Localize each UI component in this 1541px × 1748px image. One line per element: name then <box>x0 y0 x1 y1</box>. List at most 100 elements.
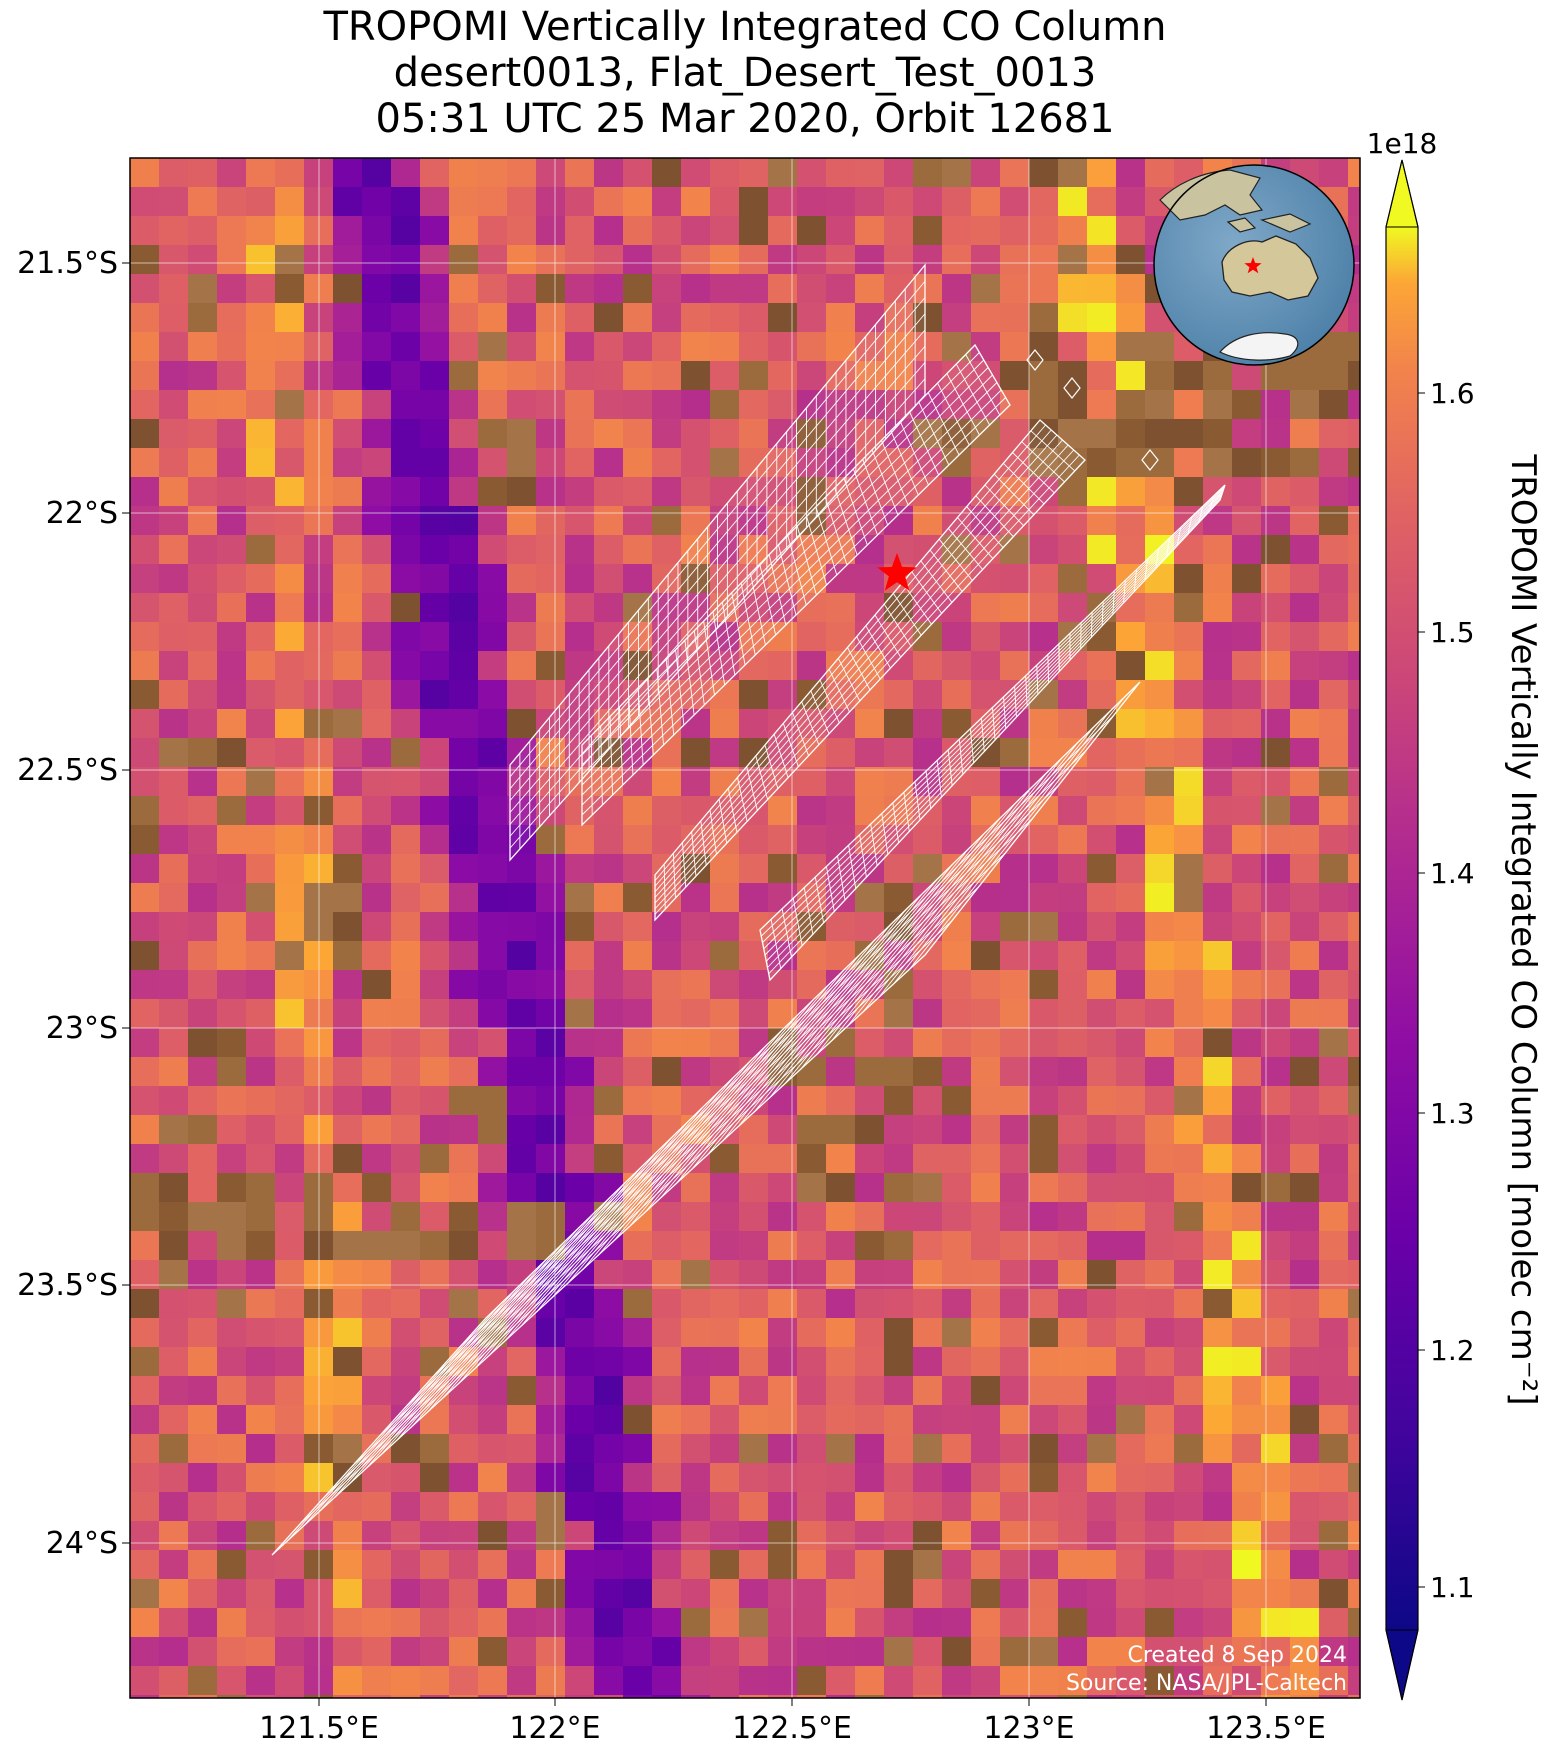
co-pixel <box>449 593 479 623</box>
co-pixel <box>797 1289 827 1319</box>
co-pixel <box>1174 1202 1204 1232</box>
co-pixel <box>1290 1173 1320 1203</box>
co-pixel <box>1203 1057 1233 1087</box>
co-pixel <box>1116 506 1146 536</box>
co-pixel <box>391 506 421 536</box>
co-pixel <box>1232 912 1262 942</box>
co-pixel <box>826 1376 856 1406</box>
co-pixel <box>536 1173 566 1203</box>
co-pixel <box>333 941 363 971</box>
co-pixel <box>681 999 711 1029</box>
co-pixel <box>565 158 595 188</box>
co-pixel <box>1116 1376 1146 1406</box>
co-pixel <box>1174 1028 1204 1058</box>
co-pixel <box>275 941 305 971</box>
co-pixel <box>507 1405 537 1435</box>
co-pixel <box>710 912 740 942</box>
co-pixel <box>536 332 566 362</box>
co-pixel <box>681 738 711 768</box>
co-pixel <box>1290 1231 1320 1261</box>
co-pixel <box>1232 1695 1262 1698</box>
co-pixel <box>449 825 479 855</box>
co-pixel <box>1174 622 1204 652</box>
co-pixel <box>1087 1405 1117 1435</box>
co-pixel <box>420 216 450 246</box>
co-pixel <box>623 941 653 971</box>
co-pixel <box>1087 1521 1117 1551</box>
co-pixel <box>1290 564 1320 594</box>
co-pixel <box>333 1115 363 1145</box>
co-pixel <box>478 825 508 855</box>
co-pixel <box>449 651 479 681</box>
co-pixel <box>1116 1318 1146 1348</box>
co-pixel <box>826 1144 856 1174</box>
co-pixel <box>507 883 537 913</box>
co-pixel <box>768 1666 798 1696</box>
co-pixel <box>768 1550 798 1580</box>
co-pixel <box>1174 1086 1204 1116</box>
co-pixel <box>768 1463 798 1493</box>
co-pixel <box>1087 390 1117 420</box>
co-pixel <box>739 1695 769 1698</box>
co-pixel <box>565 825 595 855</box>
co-pixel <box>536 709 566 739</box>
co-pixel <box>1058 651 1088 681</box>
co-pixel <box>710 1492 740 1522</box>
co-pixel <box>1145 970 1175 1000</box>
co-pixel <box>217 680 247 710</box>
co-pixel <box>1087 1492 1117 1522</box>
co-pixel <box>1232 854 1262 884</box>
co-pixel <box>391 1057 421 1087</box>
co-pixel <box>130 390 160 420</box>
co-pixel <box>159 1637 189 1667</box>
co-pixel <box>623 1666 653 1696</box>
co-pixel <box>420 796 450 826</box>
co-pixel <box>594 1173 624 1203</box>
co-pixel <box>449 999 479 1029</box>
co-pixel <box>536 361 566 391</box>
co-pixel <box>217 1144 247 1174</box>
footprint-grid-line <box>937 382 970 446</box>
co-pixel <box>1232 999 1262 1029</box>
co-pixel <box>1232 767 1262 797</box>
co-pixel <box>217 767 247 797</box>
co-pixel <box>362 680 392 710</box>
co-pixel <box>1087 1463 1117 1493</box>
co-pixel <box>710 999 740 1029</box>
co-pixel <box>1203 1521 1233 1551</box>
footprint-grid-line <box>792 898 803 946</box>
co-pixel <box>1000 419 1030 449</box>
co-pixel <box>391 1144 421 1174</box>
co-pixel <box>536 158 566 188</box>
co-pixel <box>1232 593 1262 623</box>
co-pixel <box>1145 912 1175 942</box>
co-pixel <box>536 825 566 855</box>
co-pixel <box>1319 622 1349 652</box>
co-pixel <box>1029 709 1059 739</box>
co-pixel <box>1145 1289 1175 1319</box>
co-pixel <box>333 158 363 188</box>
co-pixel <box>652 1318 682 1348</box>
co-pixel <box>681 1318 711 1348</box>
co-pixel <box>1000 767 1030 797</box>
co-pixel <box>1319 912 1349 942</box>
co-pixel <box>188 564 218 594</box>
footprint-grid-line <box>1090 612 1093 638</box>
co-pixel <box>362 941 392 971</box>
co-pixel <box>1058 1289 1088 1319</box>
co-pixel <box>1145 1695 1175 1698</box>
co-pixel <box>1290 1463 1320 1493</box>
co-pixel <box>1000 622 1030 652</box>
co-pixel <box>710 1347 740 1377</box>
co-pixel <box>1145 1550 1175 1580</box>
co-pixel <box>913 361 943 391</box>
co-pixel <box>652 535 682 565</box>
co-pixel <box>1232 1405 1262 1435</box>
co-pixel <box>1145 419 1175 449</box>
co-pixel <box>1174 1521 1204 1551</box>
co-pixel <box>855 1492 885 1522</box>
co-pixel <box>1116 941 1146 971</box>
co-pixel <box>1319 854 1349 884</box>
co-pixel <box>246 1463 276 1493</box>
co-pixel <box>826 767 856 797</box>
